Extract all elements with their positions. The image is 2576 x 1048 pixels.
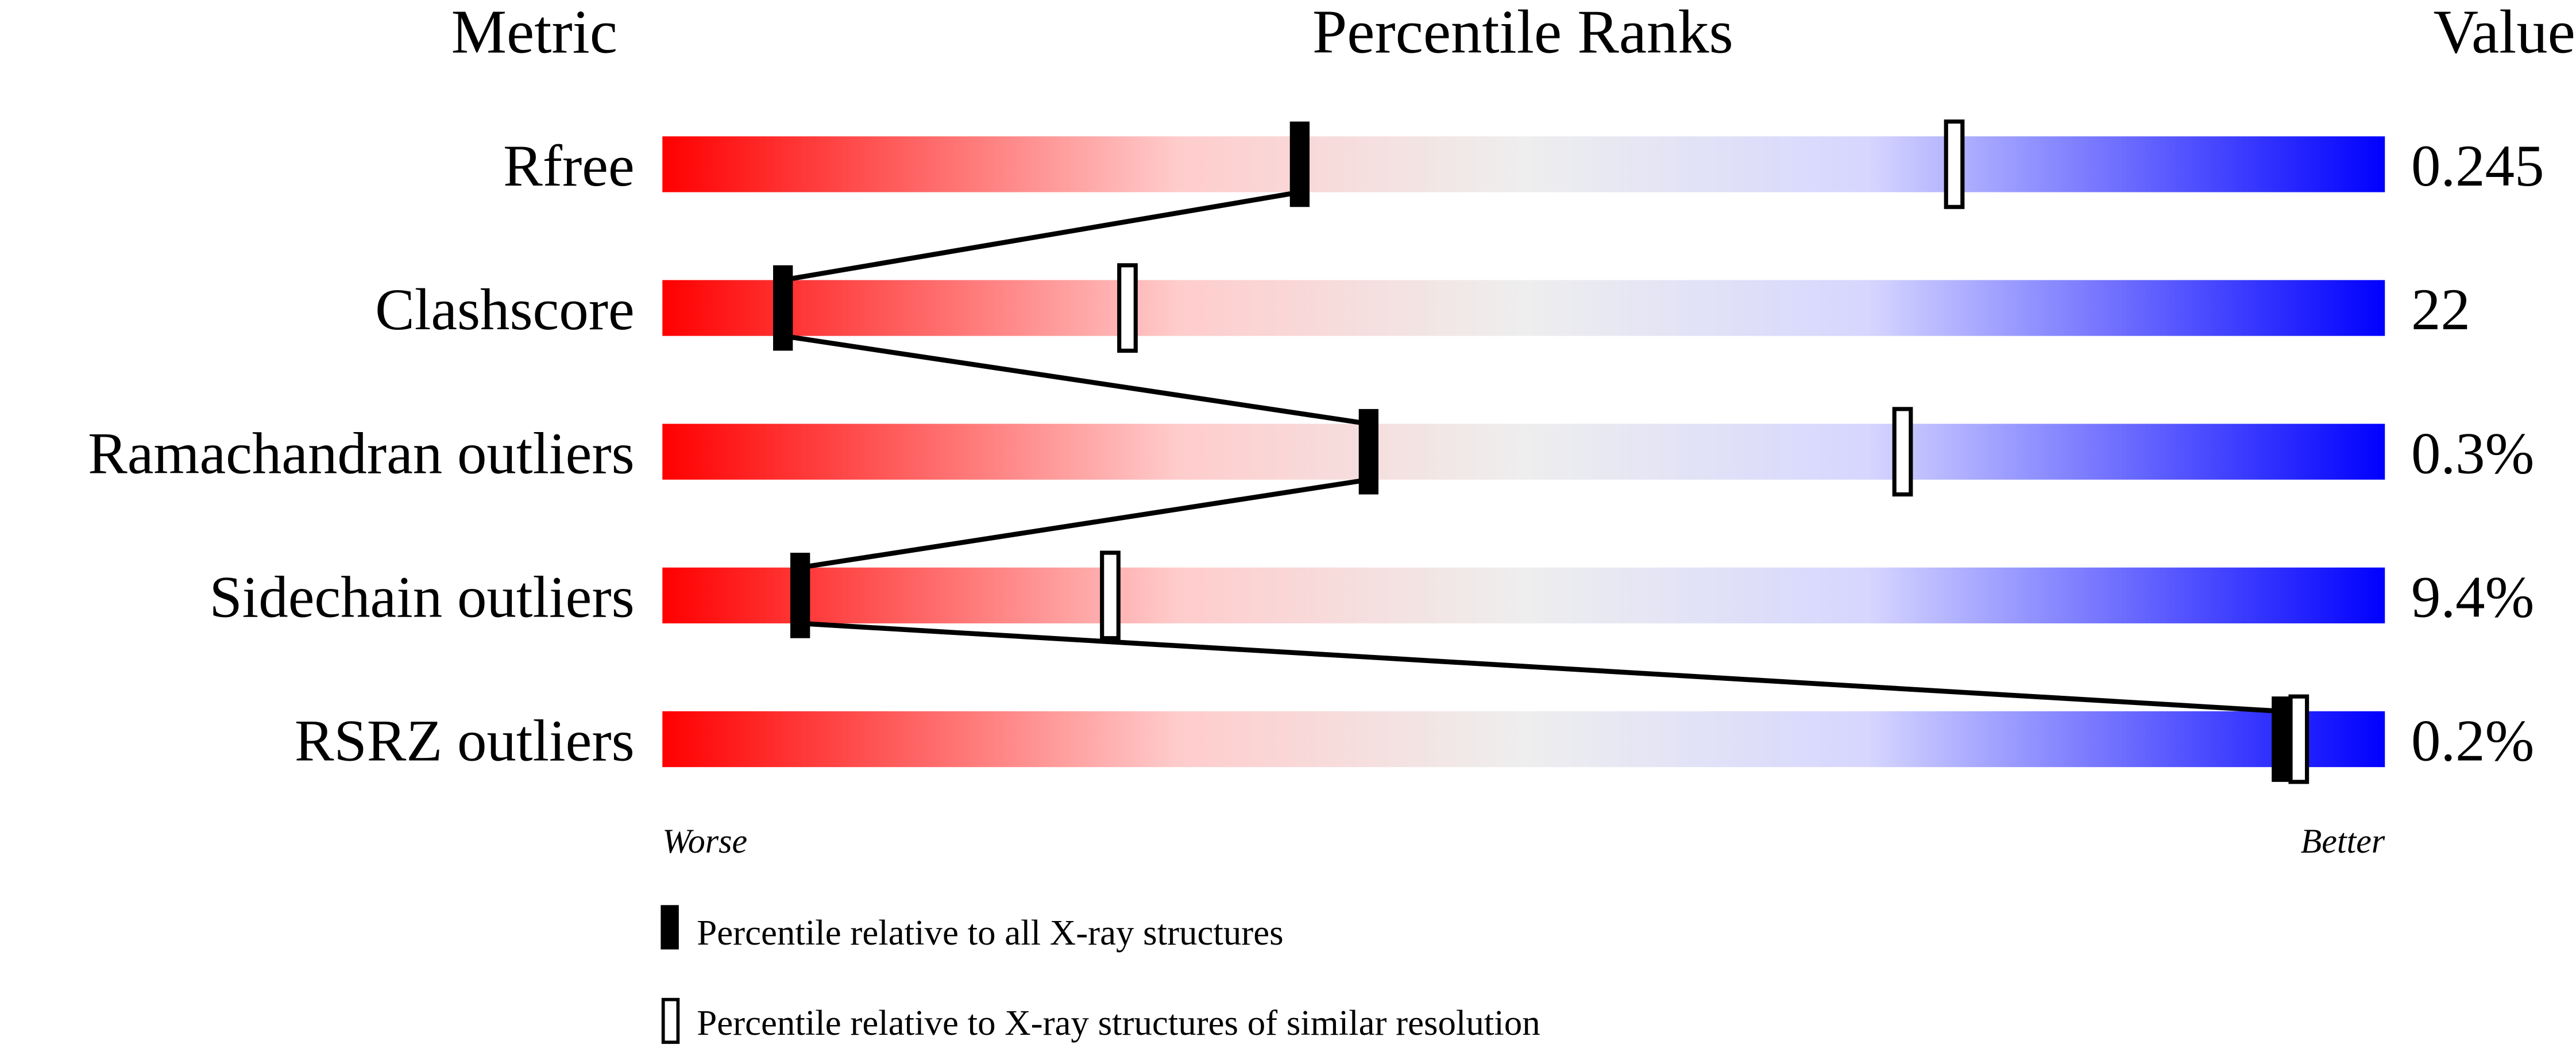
- marker-similar-resolution: [2288, 694, 2309, 784]
- percentile-bar: [662, 423, 2385, 480]
- axis-label-worse: Worse: [662, 822, 747, 860]
- marker-similar-resolution: [1117, 263, 1138, 353]
- header-percentile-ranks: Percentile Ranks: [1312, 0, 1733, 66]
- percentile-bar: [662, 567, 2385, 623]
- axis-label-better: Better: [2301, 822, 2385, 860]
- metric-value: 22: [2411, 277, 2470, 342]
- percentile-bar: [662, 136, 2385, 192]
- marker-similar-resolution: [1944, 119, 1965, 209]
- metric-label: Ramachandran outliers: [88, 421, 635, 486]
- marker-all-structures: [1358, 409, 1378, 495]
- marker-all-structures: [2272, 696, 2292, 782]
- marker-all-structures: [790, 553, 810, 638]
- marker-all-structures: [1289, 121, 1310, 207]
- metric-label: Rfree: [503, 133, 635, 199]
- percentile-bar: [662, 280, 2385, 336]
- metric-value: 0.2%: [2411, 708, 2534, 774]
- legend-filled-marker-icon: [661, 905, 679, 950]
- metric-label: Clashscore: [375, 277, 635, 342]
- legend-filled-label: Percentile relative to all X-ray structu…: [697, 912, 1283, 953]
- metric-value: 0.3%: [2411, 421, 2534, 486]
- metric-label: Sidechain outliers: [209, 565, 634, 630]
- metric-label: RSRZ outliers: [295, 708, 635, 774]
- legend-open-label: Percentile relative to X-ray structures …: [697, 1003, 1540, 1043]
- percentile-bar: [662, 711, 2385, 768]
- marker-similar-resolution: [1100, 550, 1121, 641]
- header-metric: Metric: [451, 0, 617, 66]
- marker-similar-resolution: [1892, 407, 1913, 497]
- metric-value: 0.245: [2411, 133, 2544, 199]
- legend-open-marker-icon: [661, 997, 680, 1044]
- metric-value: 9.4%: [2411, 565, 2534, 630]
- marker-all-structures: [773, 265, 793, 351]
- header-value: Value: [2434, 0, 2575, 66]
